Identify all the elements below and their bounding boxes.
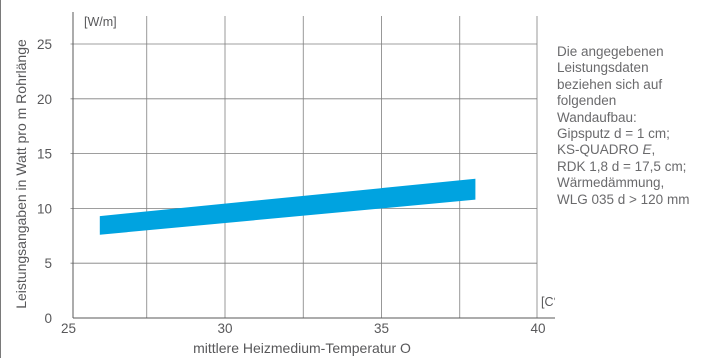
y-tick-label: 25 xyxy=(37,37,52,52)
x-tick-label: 30 xyxy=(217,321,232,336)
grid xyxy=(70,16,538,318)
y-tick-label: 10 xyxy=(37,201,52,216)
note-line: WLG 035 d > 120 mm xyxy=(557,191,690,207)
italic-letter: E xyxy=(642,142,652,158)
note-line: folgenden xyxy=(557,93,617,109)
y-tick-label: 0 xyxy=(44,311,52,326)
performance-band xyxy=(99,178,476,235)
tick-labels: 0 5 10 15 20 25 25 30 35 40 xyxy=(37,37,546,336)
wall-construction-note: Die angegebenen Leistungsdaten beziehen … xyxy=(557,44,721,208)
note-line: Gipsputz d = 1 cm; xyxy=(557,126,670,142)
y-axis-title: Leistungsangaben in Watt pro m Rohrlänge xyxy=(13,39,29,309)
chart: 0 5 10 15 20 25 25 30 35 40 [W/m] [C°] mittlere H… xyxy=(13,12,555,356)
note-line: Wärmedämmung, xyxy=(557,175,665,191)
x-tick-label: 40 xyxy=(530,321,545,336)
note-line: RDK 1,8 d = 17,5 cm; xyxy=(557,158,687,174)
note-line: Leistungsdaten xyxy=(557,60,649,76)
axes xyxy=(72,12,555,319)
y-tick-label: 15 xyxy=(37,147,52,162)
note-line: beziehen sich auf xyxy=(557,76,663,92)
y-tick-label: 20 xyxy=(37,92,52,107)
x-tick-label: 35 xyxy=(374,321,389,336)
note-line: Die angegebenen xyxy=(557,44,664,59)
x-unit-label: [C°] xyxy=(541,295,555,309)
x-tick-label: 25 xyxy=(61,321,76,336)
note-line: Wandaufbau: xyxy=(557,109,637,125)
y-unit-label: [W/m] xyxy=(84,15,117,29)
x-axis-title: mittlere Heizmedium-Temperatur O xyxy=(193,340,411,356)
band-layer xyxy=(99,178,476,235)
y-tick-label: 5 xyxy=(44,256,52,271)
left-border-line xyxy=(0,0,1,358)
note-line: KS-QUADRO E, xyxy=(557,142,656,158)
